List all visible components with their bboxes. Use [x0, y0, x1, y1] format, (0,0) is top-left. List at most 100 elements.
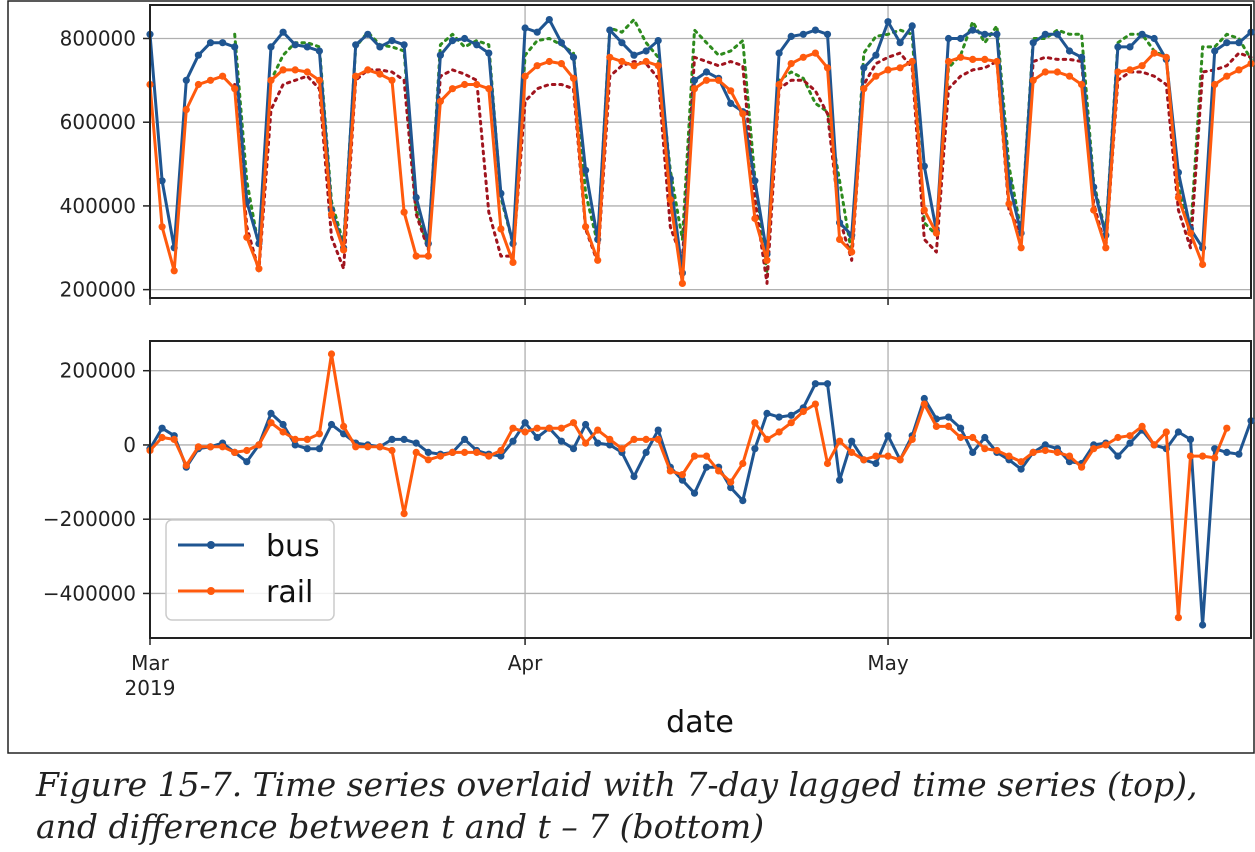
top-rail-point-21	[400, 208, 408, 216]
top-rail-point-82	[1138, 62, 1146, 70]
bottom-rail-point-61	[884, 452, 892, 460]
top-rail-point-59	[860, 85, 868, 93]
bottom-bus-point-64	[920, 394, 928, 403]
bottom-rail-point-57	[836, 437, 844, 445]
top-bus-point-14	[315, 47, 323, 55]
bottom-rail-point-45	[690, 452, 699, 460]
bottom-rail-point-58	[848, 448, 856, 456]
bottom-rail-point-83	[1150, 441, 1158, 449]
top-y-ticks: 200000 400000 600000 800000	[60, 26, 150, 302]
top-bus-point-40	[630, 51, 638, 59]
top-rail-point-37	[594, 256, 602, 264]
top-rail-point-54	[799, 53, 807, 61]
top-bus-point-39	[618, 39, 626, 47]
bottom-rail-point-89	[1223, 424, 1231, 432]
bottom-rail-point-25	[448, 448, 457, 456]
top-bus-point-83	[1150, 34, 1158, 43]
top-bus-point-82	[1138, 30, 1146, 38]
top-rail-point-15	[327, 210, 336, 218]
top-rail-point-58	[848, 248, 856, 256]
top-rail-point-47	[715, 76, 723, 84]
top-rail-point-83	[1150, 49, 1158, 57]
bottom-rail-point-49	[739, 459, 747, 468]
top-bus-point-90	[1235, 39, 1243, 47]
bottom-bus-point-46	[702, 463, 711, 471]
top-rail-point-74	[1041, 68, 1049, 76]
top-rail-point-4	[194, 80, 202, 89]
bottom-bus-point-86	[1186, 435, 1195, 443]
bottom-rail-point-80	[1114, 433, 1122, 442]
bottom-bus-point-66	[944, 413, 953, 421]
top-rail-point-13	[303, 68, 311, 76]
top-bus-point-28	[485, 49, 493, 57]
bottom-bus-point-31	[521, 419, 529, 427]
top-rail-point-80	[1114, 68, 1122, 76]
top-rail-point-66	[944, 57, 953, 66]
bottom-rail-point-82	[1138, 422, 1146, 430]
top-bus-point-60	[872, 51, 880, 59]
bottom-rail-point-27	[473, 448, 481, 456]
bottom-bus-point-10	[267, 409, 275, 417]
bottom-bus-point-85	[1174, 428, 1182, 436]
bottom-bus-point-11	[279, 420, 287, 429]
bottom-rail-point-24	[436, 452, 444, 460]
bottom-bus-point-8	[243, 458, 251, 466]
bottom-rail-point-77	[1078, 463, 1086, 471]
bottom-bus-point-48	[727, 484, 735, 492]
top-rail-point-73	[1029, 76, 1037, 84]
bottom-bus-point-87	[1199, 621, 1207, 629]
top-rail-point-26	[461, 80, 469, 89]
top-rail-point-55	[811, 49, 820, 57]
top-rail-point-57	[836, 235, 844, 243]
top-series-group	[146, 16, 1255, 287]
top-rail-point-6	[219, 72, 227, 80]
top-bus-point-18	[364, 30, 372, 38]
bottom-bus-point-37	[594, 439, 602, 447]
top-bus-point-63	[908, 22, 916, 30]
bottom-ytick-label-0: −400000	[43, 581, 136, 605]
bottom-rail-point-54	[799, 407, 807, 416]
bottom-ytick-label-2: 0	[123, 433, 136, 457]
bottom-bus-point-21	[400, 435, 408, 443]
bottom-bus-point-80	[1114, 452, 1122, 460]
bottom-bus-point-68	[969, 448, 977, 456]
bottom-rail-point-70	[993, 446, 1001, 455]
bottom-bus-point-23	[424, 448, 432, 456]
top-rail-point-10	[267, 76, 275, 84]
top-bus-point-5	[206, 39, 215, 47]
bottom-rail-point-63	[908, 435, 916, 443]
bottom-rail-point-13	[303, 435, 311, 443]
bottom-rail-point-8	[243, 446, 251, 455]
xtick-label-may: May	[867, 651, 909, 675]
bottom-rail-point-16	[340, 422, 348, 430]
top-rail-point-31	[521, 72, 529, 80]
top-axes-frame	[149, 4, 1252, 299]
bottom-bus-point-76	[1065, 458, 1074, 466]
bottom-rail-point-34	[557, 424, 566, 432]
bottom-rail-point-41	[642, 435, 650, 443]
top-rail-point-32	[533, 62, 541, 70]
xtick-sublabel-0: 2019	[125, 676, 176, 700]
bottom-axes-frame	[149, 340, 1252, 639]
bottom-bus-point-13	[303, 445, 311, 453]
bottom-bus-point-26	[461, 435, 469, 443]
top-bus-point-54	[799, 30, 807, 38]
bottom-bus-point-58	[848, 437, 856, 445]
top-bus-point-22	[412, 193, 420, 202]
bottom-rail-point-40	[630, 435, 638, 443]
top-bus-point-38	[606, 26, 614, 34]
bottom-rail-point-6	[219, 443, 227, 451]
top-bus-point-41	[642, 47, 650, 55]
bottom-rail-point-30	[509, 424, 517, 432]
top-panel: 200000 400000 600000 800000	[60, 4, 1255, 305]
top-rail-point-51	[763, 256, 771, 264]
bottom-rail-point-68	[969, 433, 977, 442]
x-axis-label: date	[666, 705, 734, 740]
top-rail-point-64	[920, 206, 928, 214]
top-bus-point-80	[1114, 43, 1122, 51]
top-bus-point-53	[787, 32, 795, 41]
bottom-rail-point-26	[461, 448, 469, 456]
bottom-rail-point-88	[1211, 454, 1219, 462]
bottom-bus-point-60	[872, 459, 880, 468]
top-bus-point-13	[303, 43, 311, 51]
